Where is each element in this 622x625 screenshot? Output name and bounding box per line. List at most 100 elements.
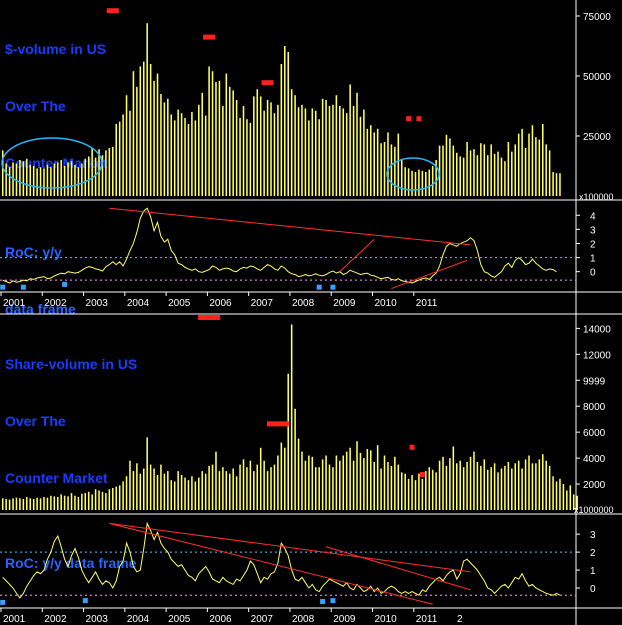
x-tick-label: 2003: [86, 614, 109, 625]
bar: [63, 166, 66, 196]
bar: [253, 471, 255, 510]
x-tick-label: 2010: [374, 298, 397, 309]
bar: [404, 167, 406, 196]
bar: [81, 163, 83, 196]
blue-marker: [20, 284, 26, 290]
bar: [325, 455, 327, 510]
x-tick-label: 2004: [127, 614, 150, 625]
bar: [380, 468, 382, 510]
bar: [531, 463, 534, 510]
bar: [112, 487, 114, 510]
bar: [204, 115, 207, 196]
bar: [504, 161, 506, 196]
bar: [473, 149, 475, 196]
bar: [483, 144, 486, 196]
trend-line: [109, 522, 471, 573]
bar: [39, 167, 42, 196]
x-tick-label: 2003: [86, 298, 109, 309]
bar: [153, 468, 155, 510]
bar: [46, 164, 49, 196]
bar: [77, 497, 80, 510]
bar: [5, 498, 7, 510]
x-tick-label: 2002: [44, 298, 67, 309]
bar: [115, 486, 118, 510]
bar: [407, 478, 410, 510]
bar: [280, 64, 283, 196]
bar: [480, 143, 482, 196]
bar: [146, 437, 148, 510]
bar: [256, 89, 259, 196]
bar: [431, 166, 434, 196]
bar: [352, 106, 355, 196]
bar: [53, 163, 56, 196]
bar: [232, 468, 234, 510]
bar: [483, 459, 486, 510]
bar: [425, 471, 427, 510]
x-tick-label: 2008: [292, 614, 315, 625]
bar: [284, 46, 286, 196]
bar: [507, 142, 510, 196]
bar: [311, 108, 314, 196]
y-tick-label: 14000: [583, 324, 611, 335]
bar: [511, 468, 513, 510]
bar: [297, 107, 300, 196]
bar: [277, 104, 279, 196]
bar: [270, 467, 272, 510]
bar: [122, 481, 124, 510]
bar: [507, 462, 510, 510]
bar: [108, 148, 111, 196]
share-volume-title-line-1: Share-volume in US: [5, 356, 138, 372]
bar: [246, 119, 248, 196]
bar: [349, 447, 351, 510]
bar: [132, 471, 135, 510]
bar: [160, 464, 162, 510]
bar: [132, 71, 135, 196]
x-tick-label: 2011: [416, 614, 438, 625]
bar: [129, 460, 131, 510]
bar: [259, 447, 262, 510]
roc-series-line: [2, 207, 557, 284]
bar: [98, 490, 100, 510]
bar: [67, 162, 69, 196]
bar: [180, 113, 183, 196]
bar: [332, 104, 334, 196]
bar: [301, 104, 303, 196]
trend-line: [339, 238, 375, 273]
bar: [332, 467, 334, 510]
bar: [390, 465, 393, 510]
y-tick-label: 12000: [583, 350, 611, 361]
bar: [39, 498, 42, 510]
bar: [12, 498, 14, 510]
bar: [201, 471, 203, 510]
bar: [26, 158, 28, 196]
bar: [249, 460, 252, 510]
red-marker: [106, 8, 119, 14]
bar: [122, 114, 124, 196]
bar: [108, 489, 111, 510]
bar: [273, 113, 276, 196]
bar: [394, 456, 396, 510]
bar: [87, 491, 90, 510]
bar: [156, 73, 159, 196]
bar: [208, 465, 210, 510]
y-tick-label: 1: [590, 254, 596, 265]
x-tick-label: 2009: [333, 614, 356, 625]
bar: [500, 157, 503, 196]
bar: [70, 493, 73, 510]
y-tick-label: 3: [590, 530, 596, 541]
bar: [342, 455, 345, 510]
bar: [548, 150, 551, 196]
red-marker: [419, 471, 425, 477]
bar: [273, 464, 276, 510]
bar: [442, 145, 444, 196]
bar: [572, 494, 575, 510]
bar: [208, 66, 210, 197]
bar: [370, 450, 372, 510]
bar: [173, 120, 176, 196]
bar: [194, 120, 197, 196]
bar: [373, 132, 375, 196]
bar: [225, 73, 228, 196]
bar: [36, 168, 38, 196]
bar: [194, 481, 197, 510]
bar: [91, 494, 93, 510]
